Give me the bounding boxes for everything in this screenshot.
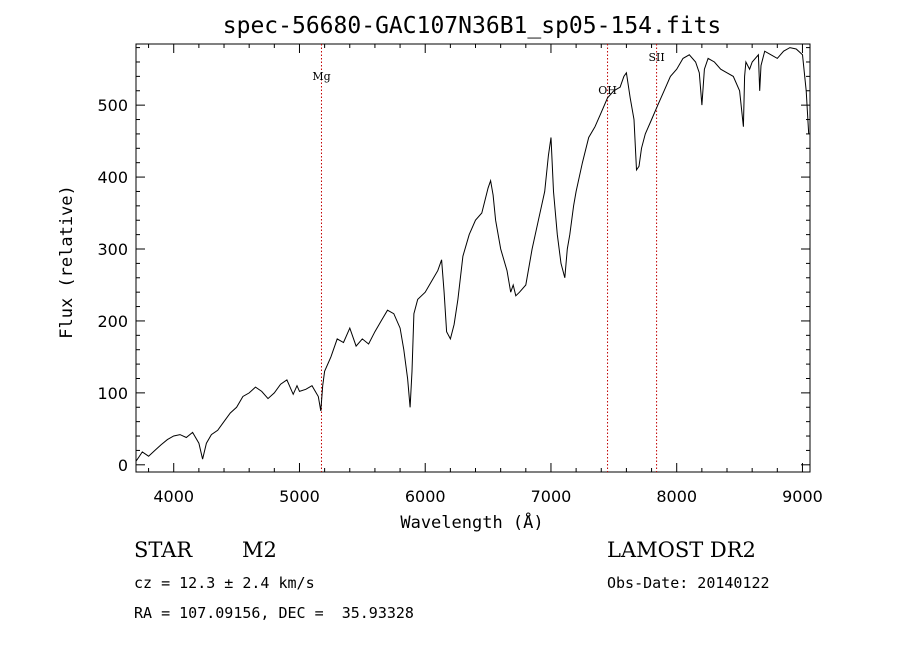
- y-tick-label: 400: [97, 168, 128, 187]
- marker-label-oh: OH: [598, 84, 617, 97]
- plot-frame: [135, 43, 811, 473]
- survey-name: LAMOST DR2: [607, 538, 756, 562]
- x-tick-label: 6000: [405, 487, 446, 506]
- x-tick-label: 4000: [153, 487, 194, 506]
- y-tick-label: 0: [118, 456, 128, 475]
- y-axis-ticks: 0 100 200 300 400 500: [97, 47, 810, 475]
- y-tick-label: 200: [97, 312, 128, 331]
- spectral-line-markers: Mg OH SII: [312, 44, 665, 472]
- spectrum-line: [135, 47, 810, 462]
- x-tick-label: 9000: [782, 487, 823, 506]
- coordinates-readout: RA = 107.09156, DEC = 35.93328: [134, 604, 414, 622]
- marker-label-mg: Mg: [312, 70, 330, 83]
- obs-date-readout: Obs-Date: 20140122: [607, 574, 770, 592]
- y-tick-label: 300: [97, 240, 128, 259]
- chart-title: spec-56680-GAC107N36B1_sp05-154.fits: [223, 13, 722, 39]
- redshift-readout: cz = 12.3 ± 2.4 km/s: [134, 574, 315, 592]
- x-tick-label: 8000: [656, 487, 697, 506]
- y-tick-label: 100: [97, 384, 128, 403]
- x-axis-ticks: 4000 5000 6000 7000 8000 9000: [148, 44, 823, 506]
- x-axis-label: Wavelength (Å): [400, 511, 543, 533]
- marker-label-sii: SII: [648, 51, 664, 64]
- y-axis-label: Flux (relative): [57, 185, 77, 339]
- y-tick-label: 500: [97, 96, 128, 115]
- object-subclass: M2: [242, 538, 277, 562]
- x-tick-label: 5000: [279, 487, 320, 506]
- x-tick-label: 7000: [531, 487, 572, 506]
- object-class: STAR: [134, 538, 193, 562]
